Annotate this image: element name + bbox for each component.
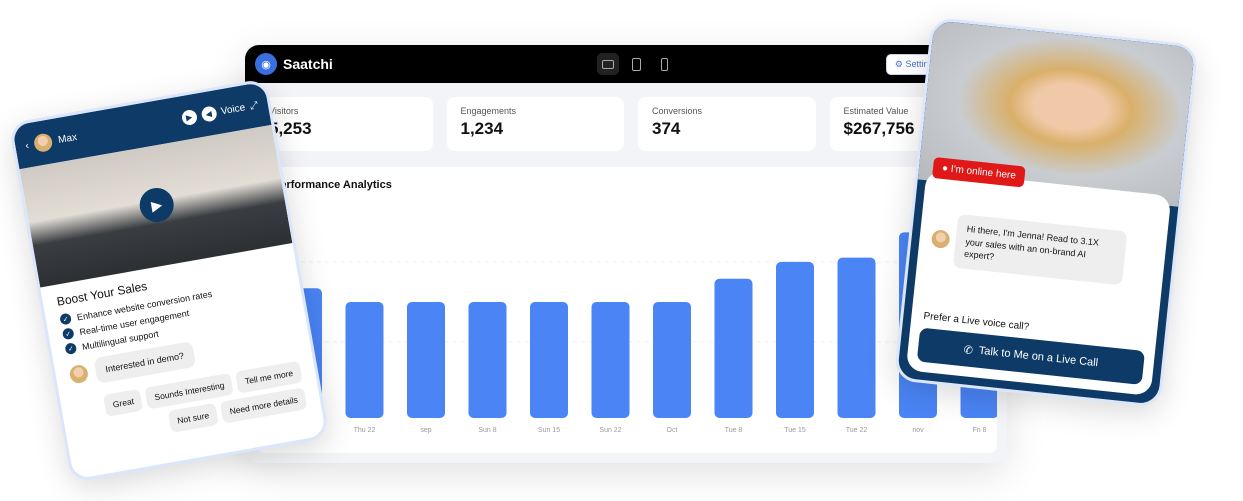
avatar: [930, 229, 951, 249]
panel-title: Performance Analytics: [273, 179, 392, 191]
stat-label: Engagements: [460, 106, 517, 116]
x-tick-label: Tue 15: [784, 427, 806, 434]
bar: [714, 278, 753, 418]
avatar: [68, 363, 90, 385]
performance-panel: Performance Analytics Thu 22 sep Sun 8 Sun …: [257, 167, 997, 453]
mobile-view-button[interactable]: [653, 53, 675, 75]
x-tick-label: nov: [912, 427, 924, 434]
bar: [591, 301, 630, 418]
x-tick-label: Sun 15: [538, 427, 560, 434]
x-tick-label: Tue 22: [846, 427, 868, 434]
bar-chart: Thu 22 sep Sun 8 Sun 15 Sun 22 Oct Tue 8 Tue 15…: [277, 217, 997, 434]
x-tick-label: Tue 8: [725, 427, 743, 434]
bar: [776, 261, 814, 418]
jenna-chat-widget: ● I'm online here Hi there, I'm Jenna! R…: [893, 16, 1199, 409]
stat-value: 1,234: [460, 119, 504, 138]
x-tick-label: sep: [420, 427, 431, 434]
x-tick-label: Oct: [667, 427, 678, 434]
stat-visitors: Visitors 5,253: [255, 97, 433, 151]
stat-label: Estimated Value: [843, 106, 909, 116]
live-call-button[interactable]: ✆ Talk to Me on a Live Call: [916, 327, 1146, 385]
stat-conversions: Conversions 374: [638, 97, 816, 151]
tablet-view-button[interactable]: [625, 53, 647, 75]
x-tick-label: Sun 22: [599, 427, 621, 434]
check-icon: ✓: [64, 342, 78, 355]
speaker-icon[interactable]: ◀: [199, 104, 218, 123]
brand-name: Saatchi: [283, 56, 333, 72]
bar: [837, 257, 876, 418]
agent-name: Max: [57, 131, 78, 146]
reply-chip[interactable]: Not sure: [167, 402, 219, 433]
check-icon: ✓: [59, 312, 72, 326]
check-icon: ✓: [61, 327, 75, 341]
x-tick-label: Sun 8: [478, 427, 496, 434]
bar: [653, 301, 691, 418]
x-tick-label: Fri 8: [973, 427, 987, 434]
desktop-view-button[interactable]: [597, 53, 619, 75]
header-bar: ◉ Saatchi ⚙ Settings: [245, 45, 1007, 83]
reply-chip[interactable]: Need more details: [219, 387, 308, 424]
bar: [345, 301, 384, 418]
stat-value: $267,756: [843, 119, 915, 138]
chat-message: Hi there, I'm Jenna! Read to 3.1X your s…: [952, 213, 1128, 286]
stat-label: Conversions: [652, 106, 703, 116]
stat-value: 5,253: [269, 119, 312, 138]
play-icon[interactable]: ▶: [180, 108, 198, 126]
back-icon[interactable]: ‹: [24, 139, 30, 152]
bar: [530, 301, 568, 418]
stat-value: 374: [652, 119, 681, 138]
bar: [407, 301, 445, 418]
avatar: [33, 132, 54, 154]
gear-icon: ⚙: [894, 59, 906, 69]
phone-icon: ✆: [963, 343, 974, 357]
dashboard-window: ◉ Saatchi ⚙ Settings Visitors 5,253 Engag…: [245, 45, 1007, 463]
x-tick-label: Thu 22: [354, 427, 376, 434]
bar: [468, 301, 507, 418]
expand-icon[interactable]: ⤢: [249, 99, 259, 112]
stat-label: Visitors: [269, 106, 299, 116]
reply-chip[interactable]: Great: [103, 388, 144, 417]
video-play-icon[interactable]: ▶: [137, 185, 177, 225]
stat-engagements: Engagements 1,234: [446, 97, 624, 151]
saatchi-logo-icon: ◉: [255, 53, 277, 75]
voice-toggle[interactable]: Voice: [220, 101, 247, 117]
